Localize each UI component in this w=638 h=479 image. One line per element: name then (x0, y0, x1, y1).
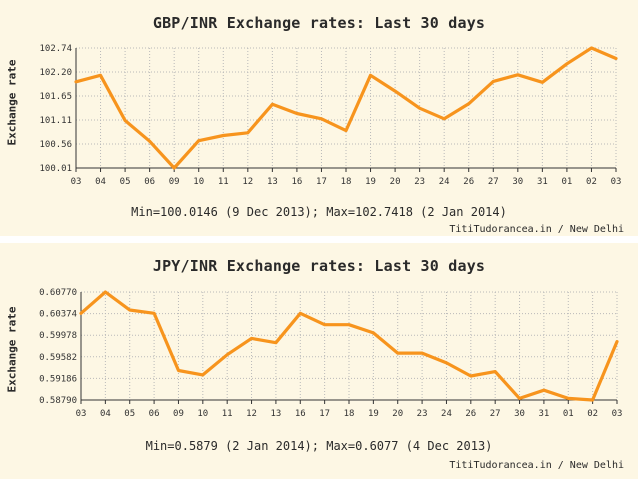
x-tick-label: 27 (490, 409, 501, 419)
y-tick-label: 0.59582 (39, 353, 77, 363)
x-tick-label: 30 (514, 409, 525, 419)
x-tick-label: 13 (267, 177, 278, 187)
x-tick-label: 11 (222, 409, 233, 419)
x-tick-label: 16 (295, 409, 306, 419)
x-tick-label: 23 (414, 177, 425, 187)
series-line (74, 46, 618, 170)
x-tick-label: 05 (124, 409, 135, 419)
x-tick-label: 01 (561, 177, 572, 187)
x-tick-label: 23 (417, 409, 428, 419)
x-tick-label: 19 (368, 409, 379, 419)
chart-title: GBP/INR Exchange rates: Last 30 days (152, 14, 486, 32)
x-tick-label: 03 (76, 409, 87, 419)
x-tick-label: 02 (586, 177, 597, 187)
x-tick-label: 30 (512, 177, 523, 187)
x-tick-label: 02 (587, 409, 598, 419)
x-tick-label: 10 (197, 409, 208, 419)
x-tick-label: 03 (611, 177, 622, 187)
x-tick-label: 09 (169, 177, 180, 187)
x-tick-label: 19 (365, 177, 376, 187)
y-tick-label: 0.59186 (39, 374, 77, 384)
x-tick-label: 17 (319, 409, 330, 419)
y-tick-label: 0.59978 (39, 331, 77, 341)
y-tick-label: 101.65 (39, 92, 72, 102)
min-max-summary: Min=0.5879 (2 Jan 2014); Max=0.6077 (4 D… (145, 439, 493, 453)
x-tick-label: 31 (537, 177, 548, 187)
min-max-summary: Min=100.0146 (9 Dec 2013); Max=102.7418 … (131, 205, 507, 219)
source-credit: TitiTudorancea.in / New Delhi (449, 460, 624, 471)
x-tick-label: 26 (465, 409, 476, 419)
source-credit: TitiTudorancea.in / New Delhi (449, 224, 624, 235)
x-tick-label: 16 (291, 177, 302, 187)
x-tick-label: 13 (270, 409, 281, 419)
x-tick-label: 12 (242, 177, 253, 187)
x-tick-label: 09 (173, 409, 184, 419)
gbp-inr-plot: 102.74 102.20 101.65 101.11 100.56 100.01 03 04… (39, 44, 622, 187)
y-tick-label: 0.58790 (39, 396, 77, 406)
y-tick-label: 102.74 (39, 44, 72, 54)
x-tick-label: 18 (344, 409, 355, 419)
chart-title: JPY/INR Exchange rates: Last 30 days (152, 257, 486, 275)
x-tick-label: 12 (246, 409, 257, 419)
y-tick-label: 0.60374 (39, 310, 77, 320)
x-tick-label: 05 (120, 177, 131, 187)
series-line (79, 290, 619, 402)
x-tick-label: 31 (538, 409, 549, 419)
jpy-inr-plot: 0.60770 0.60374 0.59978 0.59582 0.59186 0.587… (39, 288, 623, 419)
x-tick-label: 06 (144, 177, 155, 187)
x-tick-label: 18 (341, 177, 352, 187)
x-tick-label: 03 (612, 409, 623, 419)
x-tick-label: 01 (563, 409, 574, 419)
x-tick-label: 03 (71, 177, 82, 187)
y-tick-label: 101.11 (39, 116, 72, 126)
x-tick-label: 06 (149, 409, 160, 419)
x-tick-label: 20 (390, 177, 401, 187)
x-tick-label: 24 (439, 177, 450, 187)
x-tick-label: 10 (193, 177, 204, 187)
x-tick-label: 24 (441, 409, 452, 419)
x-tick-label: 17 (316, 177, 327, 187)
x-tick-label: 04 (100, 409, 111, 419)
y-tick-label: 102.20 (39, 68, 72, 78)
x-tick-label: 20 (392, 409, 403, 419)
y-tick-label: 100.01 (39, 164, 72, 174)
x-tick-label: 27 (488, 177, 499, 187)
x-tick-label: 26 (463, 177, 474, 187)
y-tick-label: 0.60770 (39, 288, 77, 298)
jpy-inr-chart-panel: JPY/INR Exchange rates: Last 30 days Exc… (0, 243, 638, 479)
x-tick-label: 04 (95, 177, 106, 187)
x-tick-label: 11 (218, 177, 229, 187)
gbp-inr-chart-panel: GBP/INR Exchange rates: Last 30 days Exc… (0, 0, 638, 236)
y-tick-label: 100.56 (39, 140, 72, 150)
